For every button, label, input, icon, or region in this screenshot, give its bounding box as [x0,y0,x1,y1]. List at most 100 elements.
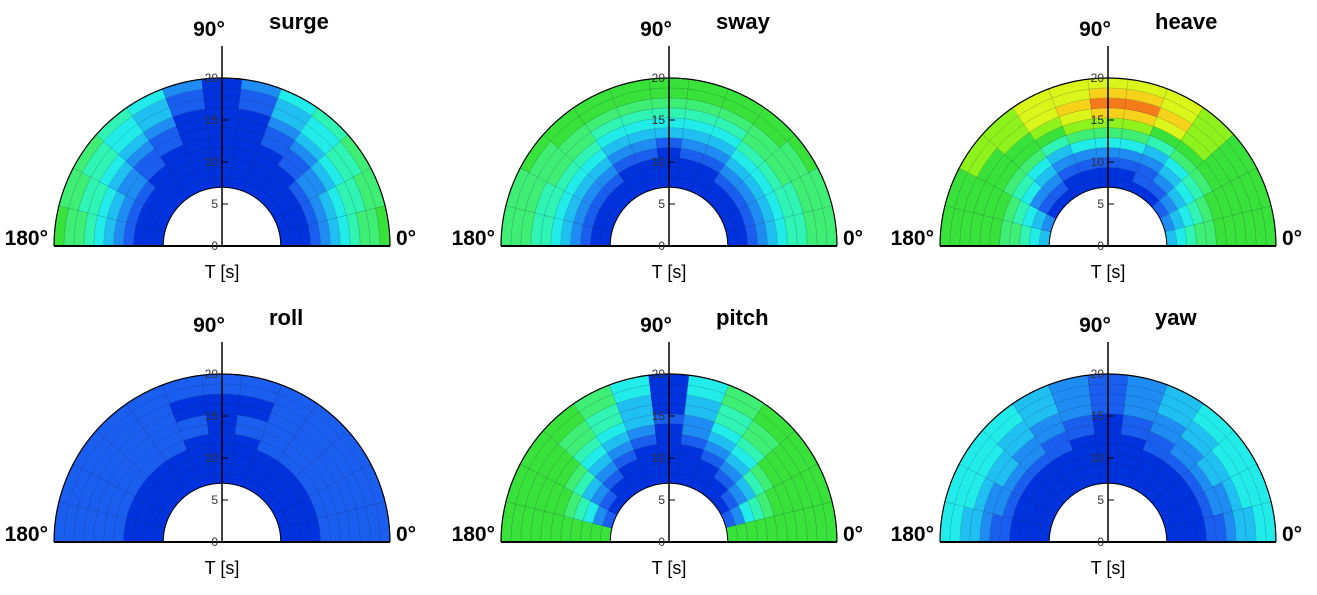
axis-label: T [s] [652,558,687,578]
angle-label-180: 180° [452,227,495,250]
angle-label-180: 180° [891,227,934,250]
mesh-ray [1114,79,1129,188]
mesh-ray [265,430,348,504]
mesh-ray [505,501,612,529]
mesh-ray [720,463,818,515]
mesh-ray [609,384,649,488]
angle-label-0: 0° [396,523,416,546]
mesh-ray [1165,205,1272,233]
angle-label-0: 0° [396,227,416,250]
mesh-ray [1012,403,1075,494]
polar-chart-yaw: 0 5 10 15 20 yaw 90° 180° 0° T [s] [891,305,1303,578]
tick-label: 10 [205,155,219,169]
mesh-ray [265,134,348,208]
tick-label: 5 [211,197,218,211]
mesh-ray [712,430,795,504]
mesh-ray [675,79,690,188]
mesh-ray [959,167,1057,219]
tick-label: 10 [205,451,219,465]
tick-label: 15 [1091,409,1105,423]
mesh-ray [201,79,216,188]
axis-label: T [s] [205,558,240,578]
mesh-ray [982,430,1065,504]
mesh-ray [689,384,729,488]
angle-label-90: 90° [193,314,225,337]
tick-label: 10 [652,451,666,465]
mesh-ray [1151,430,1234,504]
mesh-ray [255,107,318,198]
mesh-ray [273,167,371,219]
mesh-ray [242,384,282,488]
mesh-ray [126,403,189,494]
mesh-ray [1128,88,1168,192]
mesh-ray [201,375,216,484]
tick-label: 10 [1091,155,1105,169]
mesh-ray [1159,167,1257,219]
chart-title: heave [1155,9,1217,34]
mesh-ray [944,501,1051,529]
angle-label-0: 0° [843,523,863,546]
mesh-ray [279,205,386,233]
mesh-ray [228,79,243,188]
mesh-ray [279,501,386,529]
chart-title: sway [716,9,771,34]
angle-label-90: 90° [1079,18,1111,41]
mesh-ray [573,403,636,494]
angle-label-180: 180° [5,523,48,546]
polar-chart-roll: 0 5 10 15 20 roll 90° 180° 0° T [s] [5,305,417,578]
angle-label-0: 0° [1282,227,1302,250]
tick-label: 20 [652,71,666,85]
mesh-ray [505,205,612,233]
mesh-ray [58,501,165,529]
axis-label: T [s] [652,262,687,282]
angle-label-90: 90° [640,18,672,41]
mesh-ray [1141,403,1204,494]
mesh-ray [162,384,202,488]
tick-label: 15 [205,113,219,127]
chart-title: roll [269,305,303,330]
angle-label-180: 180° [891,523,934,546]
chart-title: pitch [716,305,769,330]
mesh-ray [162,88,202,192]
mesh-ray [242,88,282,192]
angle-label-180: 180° [452,523,495,546]
mesh-ray [573,107,636,198]
axis-label: T [s] [1091,262,1126,282]
polar-chart-pitch: 0 5 10 15 20 pitch 90° 180° 0° T [s] [452,305,864,578]
chart-title: surge [269,9,329,34]
tick-label: 5 [658,493,665,507]
mesh-ray [720,167,818,219]
mesh-ray [609,88,649,192]
mesh-ray [1012,107,1075,198]
tick-label: 20 [652,367,666,381]
mesh-ray [675,375,690,484]
tick-label: 0 [1097,535,1104,549]
tick-label: 10 [1091,451,1105,465]
tick-label: 15 [1091,113,1105,127]
mesh-ray [982,134,1065,208]
tick-label: 20 [1091,71,1105,85]
tick-label: 0 [211,239,218,253]
tick-label: 20 [1091,367,1105,381]
mesh-ray [543,430,626,504]
mesh-ray [648,79,663,188]
polar-chart-heave: 0 5 10 15 20 heave 90° 180° 0° T [s] [891,9,1303,282]
mesh-ray [1087,375,1102,484]
mesh-ray [648,375,663,484]
mesh-ray [255,403,318,494]
mesh-ray [712,134,795,208]
mesh-ray [726,205,833,233]
mesh-ray [520,463,618,515]
mesh-ray [1141,107,1204,198]
chart-title: yaw [1155,305,1197,330]
polar-chart-surge: 0 5 10 15 20 surge 90° 180° 0° T [s] [5,9,417,282]
tick-label: 0 [658,239,665,253]
angle-label-90: 90° [193,18,225,41]
tick-label: 0 [1097,239,1104,253]
tick-label: 0 [658,535,665,549]
mesh-ray [959,463,1057,515]
angle-label-90: 90° [640,314,672,337]
mesh-ray [702,403,765,494]
mesh-ray [73,167,171,219]
